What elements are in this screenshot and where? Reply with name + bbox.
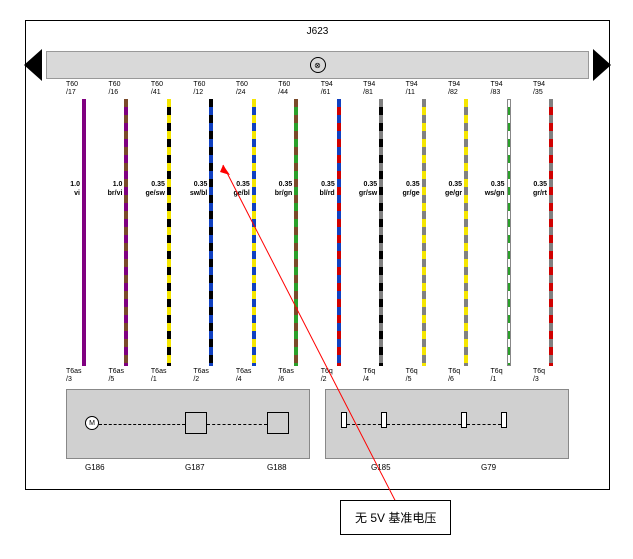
wire-label-11: 0.35gr/rt: [525, 179, 547, 199]
wire-line-10: 0.35ws/gn: [507, 99, 511, 366]
dash-link-2: [207, 424, 267, 425]
top-pin-2: T60/41: [151, 81, 187, 97]
bottom-pin-0: T6as/3: [66, 368, 102, 384]
top-pin-4: T60/24: [236, 81, 272, 97]
wire-line-1: 1.0br/vi: [124, 99, 128, 366]
wire-label-3: 0.35sw/bl: [185, 179, 207, 199]
wire-line-7: 0.35gr/sw: [379, 99, 383, 366]
bottom-pin-6: T6q/2: [321, 368, 357, 384]
wire-label-8: 0.35gr/ge: [398, 179, 420, 199]
resistor-3: [461, 412, 467, 428]
wire-label-9: 0.35ge/gr: [440, 179, 462, 199]
wire-1: T60/16 1.0br/vi T6as/5: [108, 81, 144, 384]
module-right: G185 G79: [325, 389, 569, 459]
wire-2: T60/41 0.35ge/sw T6as/1: [151, 81, 187, 384]
top-pin-9: T94/82: [448, 81, 484, 97]
top-pin-11: T94/35: [533, 81, 569, 97]
wire-label-7: 0.35gr/sw: [355, 179, 377, 199]
wire-7: T94/81 0.35gr/sw T6q/4: [363, 81, 399, 384]
arrow-right-icon: [593, 49, 611, 81]
wire-9: T94/82 0.35ge/gr T6q/6: [448, 81, 484, 384]
dash-link-3: [347, 424, 381, 425]
wire-line-9: 0.35ge/gr: [464, 99, 468, 366]
bottom-pin-10: T6q/1: [491, 368, 527, 384]
top-pin-3: T60/12: [193, 81, 229, 97]
wire-11: T94/35 0.35gr/rt T6q/3: [533, 81, 569, 384]
wire-label-0: 1.0vi: [58, 179, 80, 199]
wires-container: T60/171.0viT6as/3T60/161.0br/viT6as/5T60…: [66, 81, 569, 384]
arrow-left-icon: [24, 49, 42, 81]
wire-label-1: 1.0br/vi: [100, 179, 122, 199]
wire-10: T94/83 0.35ws/gn T6q/1: [491, 81, 527, 384]
wire-6: T94/61 0.35bl/rd T6q/2: [321, 81, 357, 384]
bottom-pin-9: T6q/6: [448, 368, 484, 384]
sensor-box-g188: [267, 412, 289, 434]
top-pin-7: T94/81: [363, 81, 399, 97]
wire-line-3: 0.35sw/bl: [209, 99, 213, 366]
wire-8: T94/11 0.35gr/ge T6q/5: [406, 81, 442, 384]
module-label: J623: [26, 26, 609, 37]
resistor-4: [501, 412, 507, 428]
wire-line-6: 0.35bl/rd: [337, 99, 341, 366]
bottom-pin-7: T6q/4: [363, 368, 399, 384]
annotation-box: 无 5V 基准电压: [340, 500, 451, 535]
module-left: M G186 G187 G188: [66, 389, 310, 459]
resistor-1: [341, 412, 347, 428]
wire-0: T60/17 1.0vi T6as/3: [66, 81, 102, 384]
bottom-pin-3: T6as/2: [193, 368, 229, 384]
top-pin-8: T94/11: [406, 81, 442, 97]
bottom-pin-11: T6q/3: [533, 368, 569, 384]
comp-label-g188: G188: [267, 463, 287, 472]
motor-icon: M: [85, 416, 99, 430]
wire-5: T60/44 0.35br/gn T6as/6: [278, 81, 314, 384]
wire-label-10: 0.35ws/gn: [483, 179, 505, 199]
bottom-pin-2: T6as/1: [151, 368, 187, 384]
comp-label-g185: G185: [371, 463, 391, 472]
wire-line-0: 1.0vi: [82, 99, 86, 366]
wire-label-5: 0.35br/gn: [270, 179, 292, 199]
annotation-text: 无 5V 基准电压: [355, 511, 436, 525]
bottom-pin-4: T6as/4: [236, 368, 272, 384]
comp-label-g79: G79: [481, 463, 496, 472]
wire-line-4: 0.35ge/bl: [252, 99, 256, 366]
wire-line-11: 0.35gr/rt: [549, 99, 553, 366]
wire-label-2: 0.35ge/sw: [143, 179, 165, 199]
top-pin-6: T94/61: [321, 81, 357, 97]
bottom-pin-5: T6as/6: [278, 368, 314, 384]
sensor-box-g187: [185, 412, 207, 434]
top-pin-1: T60/16: [108, 81, 144, 97]
wire-line-5: 0.35br/gn: [294, 99, 298, 366]
wire-4: T60/24 0.35ge/bl T6as/4: [236, 81, 272, 384]
dash-link-4: [387, 424, 461, 425]
wire-label-4: 0.35ge/bl: [228, 179, 250, 199]
resistor-2: [381, 412, 387, 428]
dash-link-1: [99, 424, 185, 425]
diagram-frame: J623 ⊗ T60/171.0viT6as/3T60/161.0br/viT6…: [25, 20, 610, 490]
bottom-pin-8: T6q/5: [406, 368, 442, 384]
wire-3: T60/12 0.35sw/bl T6as/2: [193, 81, 229, 384]
wire-line-8: 0.35gr/ge: [422, 99, 426, 366]
comp-label-g186: G186: [85, 463, 105, 472]
comp-label-g187: G187: [185, 463, 205, 472]
top-pin-5: T60/44: [278, 81, 314, 97]
bottom-pin-1: T6as/5: [108, 368, 144, 384]
top-pin-0: T60/17: [66, 81, 102, 97]
modules-row: M G186 G187 G188 G185 G79: [66, 389, 569, 459]
distribution-icon: ⊗: [310, 57, 326, 73]
top-pin-10: T94/83: [491, 81, 527, 97]
bus-bar: ⊗: [46, 51, 589, 79]
wire-line-2: 0.35ge/sw: [167, 99, 171, 366]
dash-link-5: [467, 424, 501, 425]
wire-label-6: 0.35bl/rd: [313, 179, 335, 199]
